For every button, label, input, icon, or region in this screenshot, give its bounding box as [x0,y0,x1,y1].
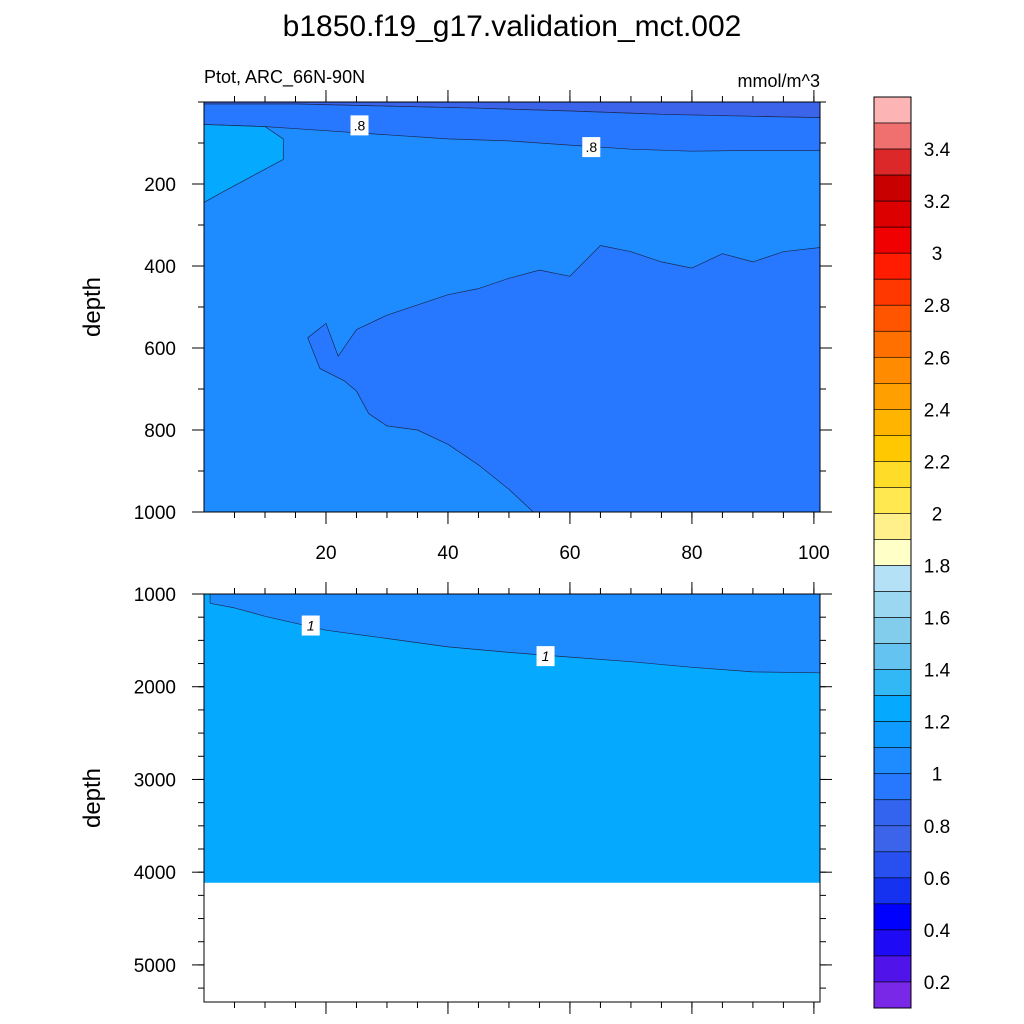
contour-region-5 [307,245,820,512]
y-tick-label: 600 [144,339,176,360]
plot-area [204,594,820,1002]
colorbar-label: 1.2 [924,713,950,734]
colorbar-swatch [873,669,912,696]
upper-panel: .8 .8 200 400 600 800 1000 20 40 60 80 100 depth [79,90,832,564]
colorbar-swatch [873,409,912,436]
lower-panel: 1 1 1000 2000 3000 4000 5000 depth [79,582,832,1014]
colorbar-swatch [873,96,912,124]
colorbar-swatch [873,799,912,827]
units-label: mmol/m^3 [738,71,820,91]
contour-region-2 [209,594,820,674]
colorbar-swatch [873,330,912,358]
plot-frame [203,593,821,1003]
y-tick-label: 1000 [134,585,176,606]
colorbar-swatch [873,148,912,176]
contour-label-box [582,137,601,158]
contour-label-box [536,646,555,667]
colorbar-label: 0.6 [924,869,950,890]
y-tick-label: 5000 [134,956,176,977]
contour-label: 1 [542,648,550,664]
colorbar-swatch [873,122,912,150]
colorbar-swatch [873,278,912,306]
colorbar-swatch [873,721,912,749]
colorbar-swatch [873,617,912,644]
colorbar-swatch [873,539,912,566]
x-tick-label: 20 [315,543,336,564]
contour-label-box [350,115,369,136]
x-tick-label: 80 [681,543,702,564]
variable-region-label: Ptot, ARC_66N-90N [204,67,365,88]
colorbar-swatch [873,825,912,853]
no-data-area [204,883,820,1002]
colorbar-label: 3.2 [924,192,950,213]
contour-region-4 [204,124,284,203]
y-tick-label: 3000 [134,770,176,791]
colorbar-swatch [873,304,912,332]
colorbar-swatch [873,200,912,228]
colorbar-label: 2.4 [924,400,951,421]
y-tick-label: 400 [144,257,176,278]
y-tick-label: 2000 [134,678,176,699]
colorbar-label: 1.4 [924,661,951,682]
x-tick-label: 60 [559,543,580,564]
colorbar-label: 1.6 [924,609,950,630]
contour-label-box [301,615,320,636]
plot-area [204,102,820,512]
colorbar-swatch [873,435,912,462]
colorbar-label: 0.2 [924,973,950,994]
colorbar-swatch [873,513,912,540]
x-tick-label: 100 [798,543,830,564]
colorbar-swatch [873,851,912,879]
y-tick-label: 200 [144,175,176,196]
colorbar: 3.4 3.2 3 2.8 2.6 2.4 2.2 2 1.8 1.6 1.4 1.2 1 0.8 0.6 0… [873,96,951,1009]
colorbar-swatch [873,929,912,957]
colorbar-swatch [873,356,912,384]
colorbar-label: 2.2 [924,452,950,473]
y-tick-label: 4000 [134,863,176,884]
colorbar-swatch [873,981,912,1009]
colorbar-label: 2.8 [924,296,950,317]
colorbar-swatch [873,903,912,931]
colorbar-swatch [873,565,912,592]
colorbar-swatch [873,955,912,983]
colorbar-frame [873,96,912,1009]
colorbar-swatch [873,747,912,775]
colorbar-swatch [873,174,912,202]
colorbar-swatch [873,773,912,801]
figure-title: b1850.f19_g17.validation_mct.002 [283,10,742,43]
colorbar-swatch [873,695,912,722]
colorbar-swatch [873,226,912,254]
colorbar-label: 0.8 [924,817,950,838]
contour-label: .8 [585,139,597,155]
colorbar-swatch [873,643,912,670]
colorbar-swatch [873,591,912,618]
contour-label: 1 [307,618,315,634]
y-axis-label: depth [79,277,106,337]
x-tick-label: 40 [437,543,458,564]
colorbar-swatch [873,877,912,905]
contour-region-1 [204,594,820,884]
colorbar-label: 3.4 [924,140,951,161]
colorbar-label: 2 [932,504,943,525]
contour-label: .8 [354,117,366,133]
colorbar-swatch [873,487,912,514]
colorbar-label: 2.6 [924,348,950,369]
colorbar-label: 0.4 [924,921,951,942]
y-tick-label: 1000 [134,503,176,524]
colorbar-label: 3 [932,244,943,265]
colorbar-label: 1 [932,765,943,786]
colorbar-swatch [873,252,912,280]
y-axis-label: depth [79,768,106,828]
y-tick-label: 800 [144,421,176,442]
colorbar-swatch [873,461,912,488]
colorbar-label: 1.8 [924,557,950,578]
colorbar-swatch [873,383,912,410]
